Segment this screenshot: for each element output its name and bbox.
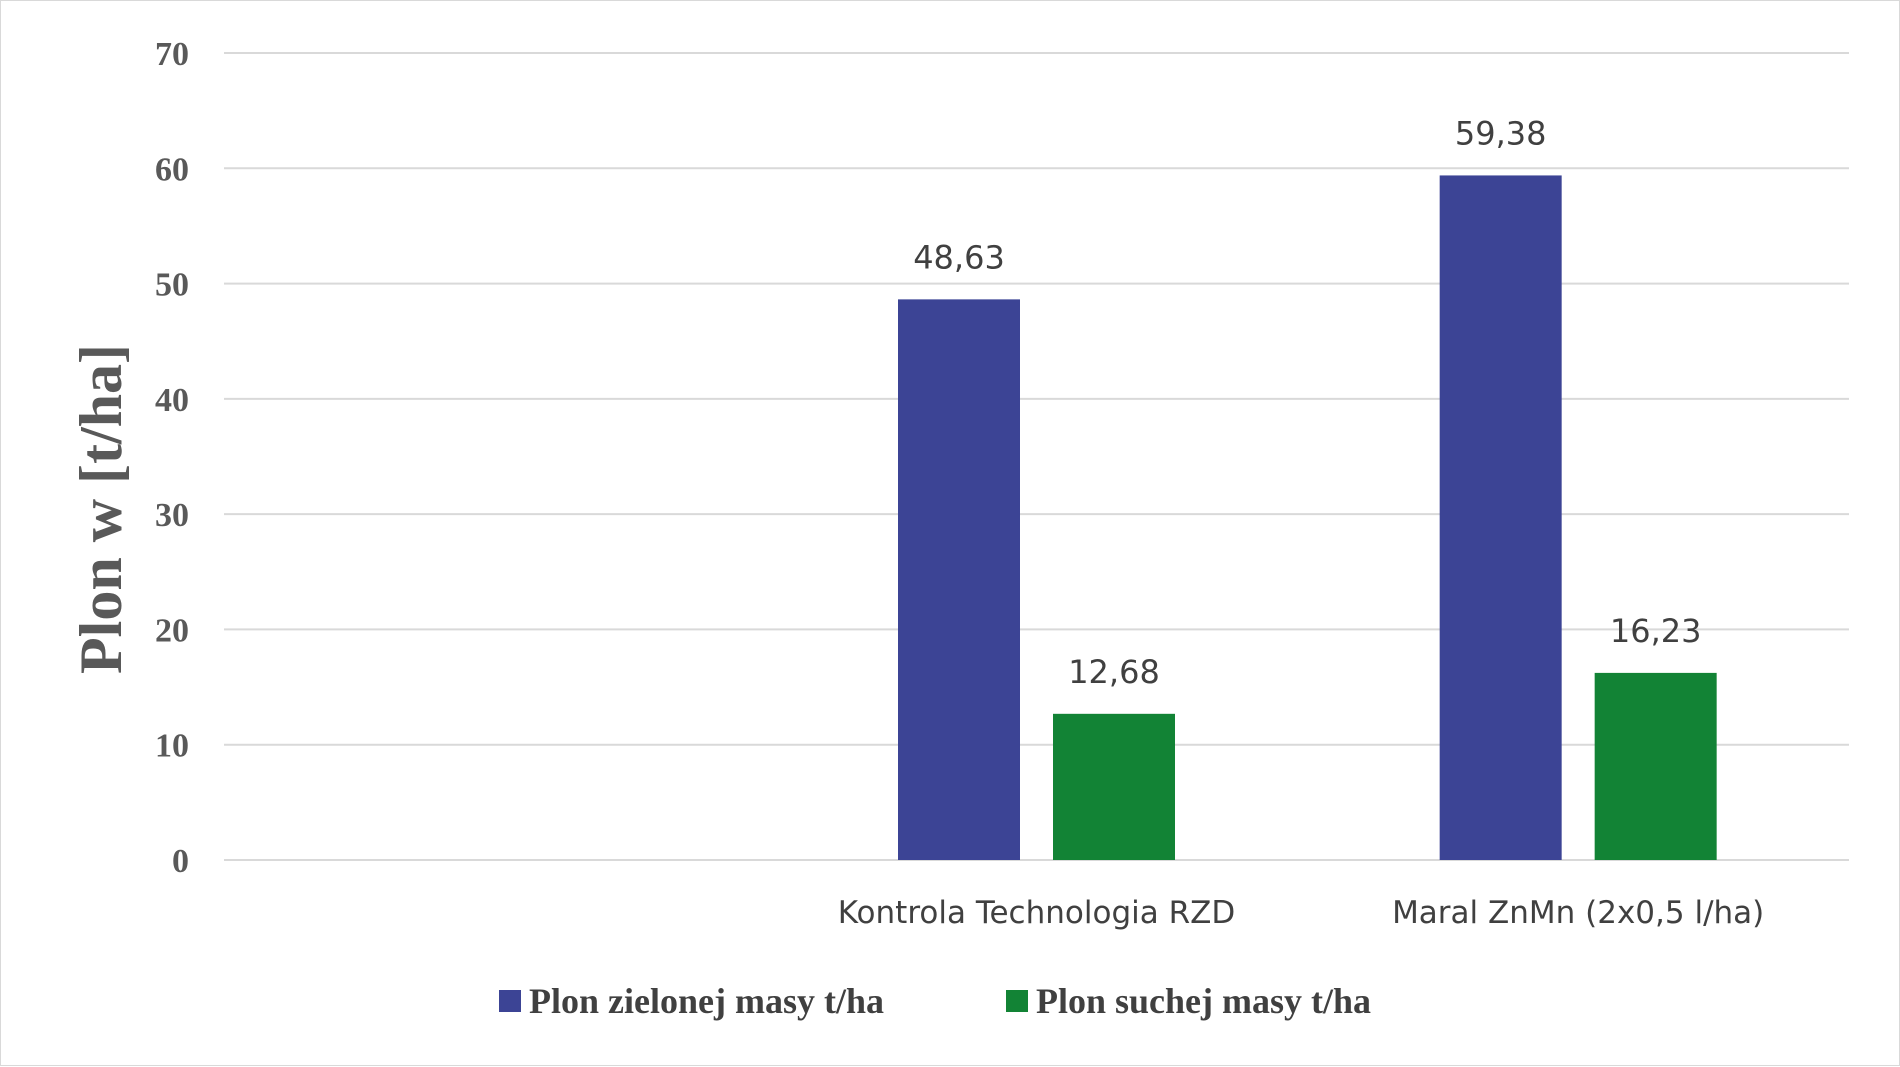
legend: Plon zielonej masy t/ha Plon suchej masy … bbox=[499, 981, 1371, 1021]
y-tick-label: 50 bbox=[155, 267, 189, 304]
y-tick-label: 60 bbox=[155, 151, 189, 188]
x-category-label: Kontrola Technologia RZD bbox=[838, 895, 1235, 931]
y-tick-label: 10 bbox=[155, 728, 189, 765]
bar bbox=[898, 299, 1020, 860]
y-tick-label: 70 bbox=[155, 36, 189, 73]
bar bbox=[1594, 672, 1717, 860]
legend-swatch bbox=[499, 990, 521, 1012]
bar bbox=[1439, 175, 1562, 861]
data-label: 12,68 bbox=[1068, 653, 1160, 691]
legend-label: Plon zielonej masy t/ha bbox=[529, 981, 884, 1021]
data-label: 59,38 bbox=[1455, 114, 1547, 152]
y-tick-label: 0 bbox=[172, 843, 189, 880]
legend-label: Plon suchej masy t/ha bbox=[1036, 981, 1371, 1021]
data-labels: 48,63 12,68 59,38 16,23 bbox=[913, 114, 1701, 690]
bar bbox=[1053, 713, 1175, 860]
y-tick-label: 20 bbox=[155, 612, 189, 649]
y-tick-label: 40 bbox=[155, 382, 189, 419]
gridlines bbox=[224, 52, 1849, 861]
x-axis-categories: Kontrola Technologia RZD Maral ZnMn (2x0,… bbox=[838, 895, 1765, 931]
data-label: 16,23 bbox=[1610, 612, 1702, 650]
legend-swatch bbox=[1006, 990, 1028, 1012]
data-label: 48,63 bbox=[913, 238, 1005, 276]
bars bbox=[898, 175, 1717, 861]
x-category-label: Maral ZnMn (2x0,5 l/ha) bbox=[1392, 895, 1764, 931]
y-tick-label: 30 bbox=[155, 497, 189, 534]
y-axis-label: Plon w [t/ha] bbox=[68, 344, 134, 674]
y-axis-ticks: 0 10 20 30 40 50 60 70 bbox=[155, 36, 189, 880]
